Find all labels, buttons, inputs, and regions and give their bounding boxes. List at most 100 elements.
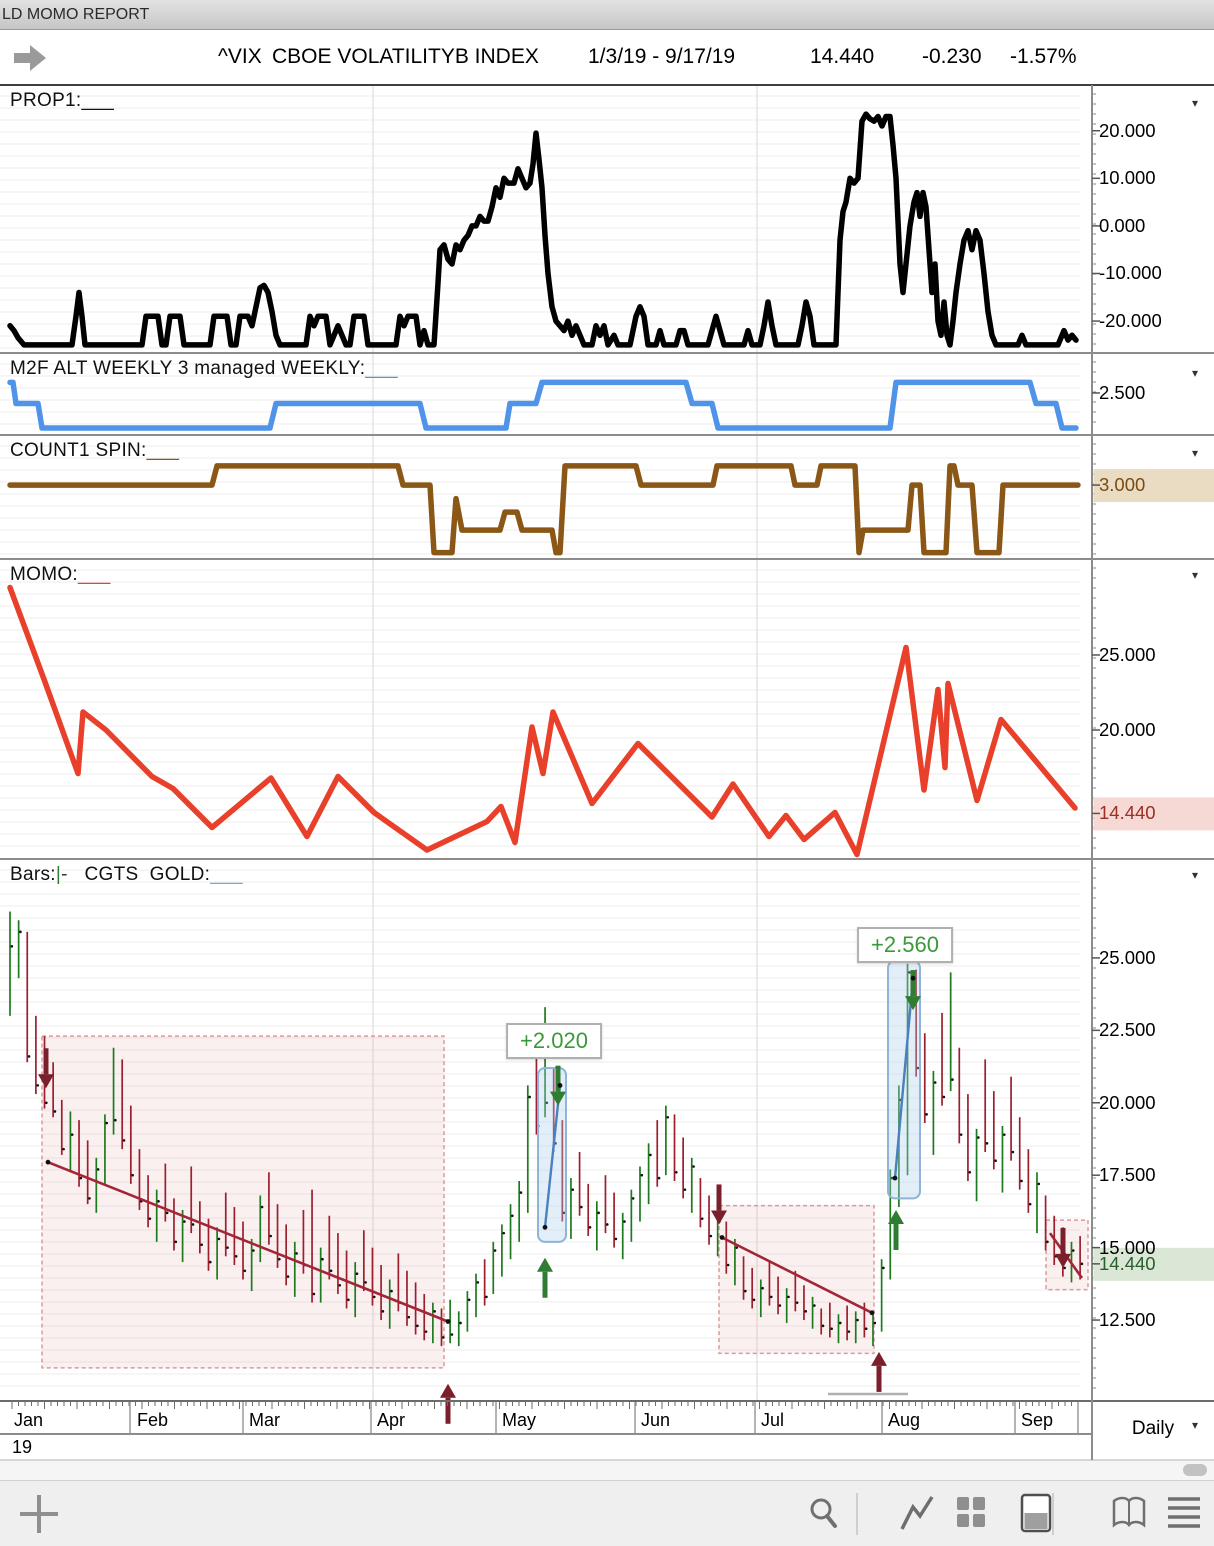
axis-highlight-band	[1093, 797, 1214, 831]
close-tick	[959, 1133, 963, 1136]
move-line	[893, 978, 915, 1179]
close-tick	[666, 1115, 669, 1119]
symbol-name: CBOE VOLATILITYB INDEX	[272, 45, 539, 68]
close-tick	[45, 1101, 48, 1105]
m2f-series	[7, 379, 1079, 431]
close-tick	[942, 1095, 946, 1099]
close-tick	[847, 1330, 851, 1333]
line-chart-icon[interactable]	[898, 1493, 938, 1535]
grid-view-icon[interactable]	[954, 1495, 994, 1531]
anchor-dot	[892, 1175, 898, 1181]
close-tick	[442, 1336, 445, 1339]
close-tick	[148, 1217, 152, 1220]
close-tick	[985, 1142, 989, 1145]
timeframe-selector[interactable]: Daily	[1094, 1418, 1212, 1440]
window-titlebar[interactable]: LD MOMO REPORT	[0, 0, 1214, 30]
close-tick	[908, 971, 911, 974]
close-tick	[183, 1220, 186, 1223]
close-tick	[286, 1275, 290, 1278]
close-tick	[476, 1281, 480, 1284]
close-tick	[355, 1272, 359, 1275]
close-tick	[657, 1176, 661, 1180]
close-tick	[977, 1136, 980, 1139]
anchor-dot	[45, 1159, 51, 1165]
close-tick	[675, 1170, 678, 1174]
close-tick	[795, 1301, 799, 1304]
close-tick	[1046, 1240, 1049, 1244]
close-tick	[347, 1298, 350, 1302]
close-tick	[813, 1304, 816, 1307]
axis-highlight-band	[1093, 1247, 1214, 1281]
panel-layout-icon[interactable]	[1018, 1493, 1058, 1535]
horizontal-scroll-track[interactable]	[0, 1461, 1214, 1480]
search-icon[interactable]	[806, 1495, 844, 1533]
close-tick	[933, 1081, 937, 1084]
forward-arrow-icon[interactable]	[8, 31, 52, 85]
close-tick	[1063, 1266, 1066, 1270]
close-tick	[234, 1255, 238, 1258]
close-tick	[372, 1295, 376, 1299]
close-tick	[597, 1211, 600, 1215]
close-tick	[649, 1153, 652, 1157]
bookmarks-icon[interactable]	[1108, 1495, 1152, 1533]
bottom-toolbar	[0, 1480, 1214, 1546]
symbol-ticker[interactable]: ^VIX	[218, 45, 262, 68]
close-tick	[821, 1324, 825, 1328]
anchor-dot	[445, 1319, 451, 1324]
down-arrow-icon	[38, 1074, 54, 1089]
up-arrow-icon	[440, 1383, 456, 1398]
menu-icon[interactable]	[1164, 1495, 1204, 1533]
up-arrow-icon	[888, 1209, 904, 1224]
close-tick	[804, 1310, 808, 1313]
close-tick	[200, 1243, 203, 1247]
close-tick	[744, 1289, 747, 1293]
count1-series	[7, 463, 1081, 556]
signal-zone-box	[41, 1035, 445, 1369]
close-tick	[769, 1295, 773, 1299]
close-tick	[114, 1118, 117, 1122]
close-tick	[528, 1095, 531, 1099]
up-arrow-icon	[537, 1257, 553, 1272]
down-arrow-icon	[550, 1091, 566, 1106]
close-tick	[174, 1240, 178, 1244]
close-tick	[735, 1246, 739, 1249]
scroll-thumb[interactable]	[1183, 1464, 1207, 1476]
close-tick	[692, 1165, 695, 1168]
down-arrow-icon	[711, 1210, 727, 1225]
close-tick	[70, 1133, 74, 1136]
axis-highlight-band	[1093, 469, 1214, 503]
close-tick	[79, 1176, 83, 1180]
close-tick	[10, 945, 14, 948]
close-tick	[131, 1173, 134, 1177]
close-tick	[951, 1078, 954, 1081]
close-tick	[329, 1269, 333, 1273]
close-tick	[580, 1205, 583, 1209]
close-tick	[312, 1292, 316, 1296]
close-tick	[191, 1223, 195, 1226]
add-panel-button[interactable]	[16, 1491, 62, 1537]
close-tick	[390, 1289, 393, 1293]
close-tick	[605, 1223, 609, 1226]
close-tick	[761, 1286, 764, 1290]
close-tick	[571, 1188, 575, 1191]
close-tick	[623, 1220, 626, 1223]
date-range: 1/3/19 - 9/17/19	[588, 45, 736, 68]
close-tick	[217, 1237, 221, 1241]
close-tick	[338, 1283, 342, 1287]
close-tick	[726, 1263, 730, 1267]
close-tick	[709, 1234, 713, 1238]
close-tick	[53, 1110, 57, 1113]
close-tick	[925, 1113, 928, 1116]
close-tick	[36, 1084, 39, 1087]
anchor-dot	[542, 1224, 548, 1230]
close-tick	[1028, 1202, 1032, 1206]
close-tick	[122, 1139, 126, 1142]
anchor-dot	[719, 1235, 725, 1240]
close-tick	[562, 1211, 566, 1215]
close-tick	[424, 1330, 428, 1333]
close-tick	[485, 1295, 488, 1299]
close-tick	[407, 1315, 411, 1319]
close-tick	[105, 1121, 109, 1125]
